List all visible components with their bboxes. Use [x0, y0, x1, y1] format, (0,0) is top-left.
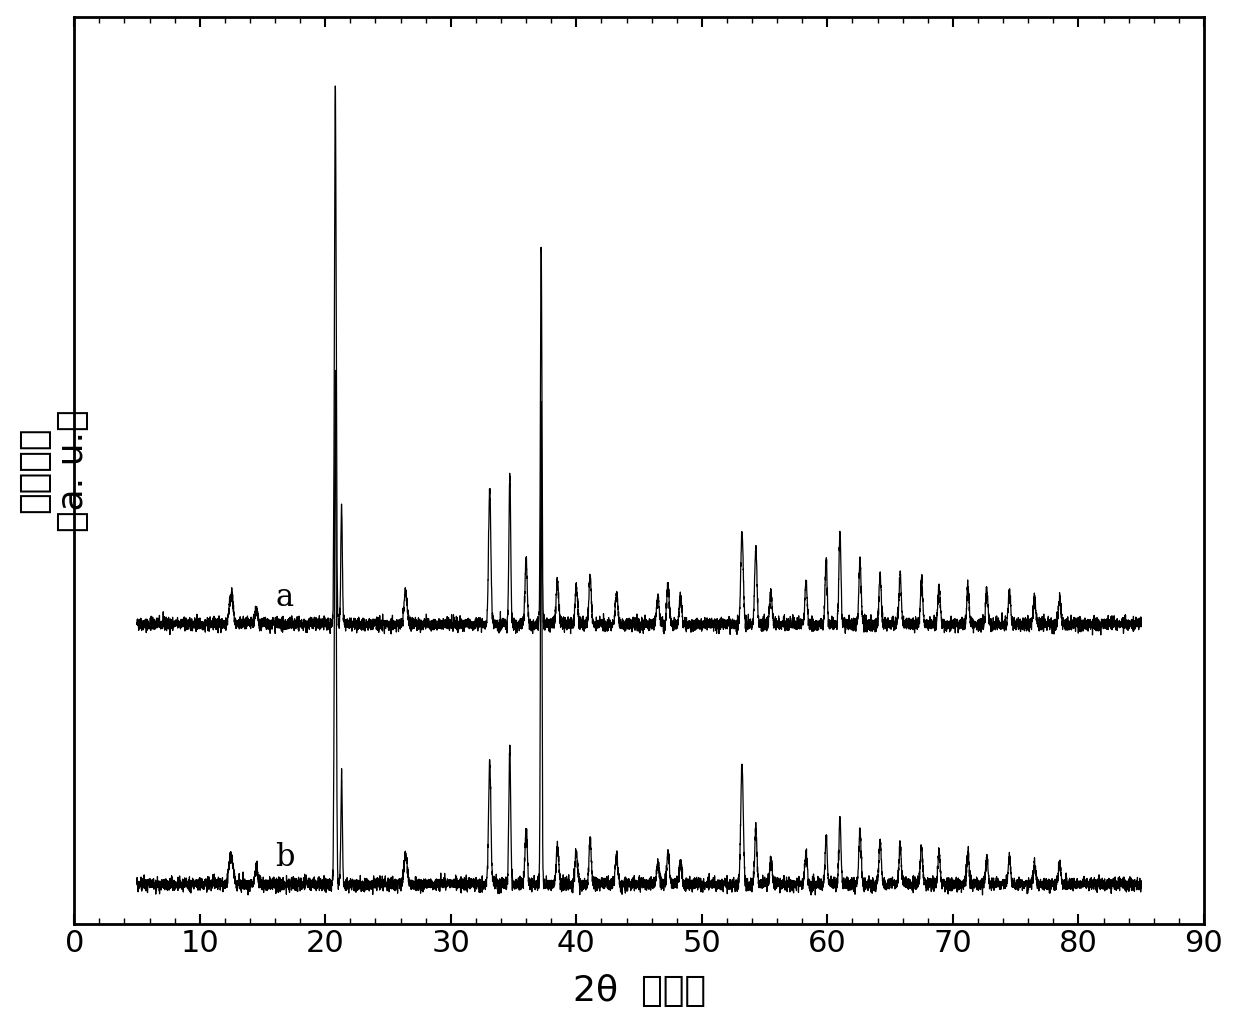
X-axis label: 2θ  （度）: 2θ （度） — [573, 975, 706, 1009]
Text: b: b — [275, 842, 295, 873]
Text: a: a — [275, 582, 293, 613]
Y-axis label: 相对强度
（a. u.）: 相对强度 （a. u.） — [16, 409, 91, 532]
